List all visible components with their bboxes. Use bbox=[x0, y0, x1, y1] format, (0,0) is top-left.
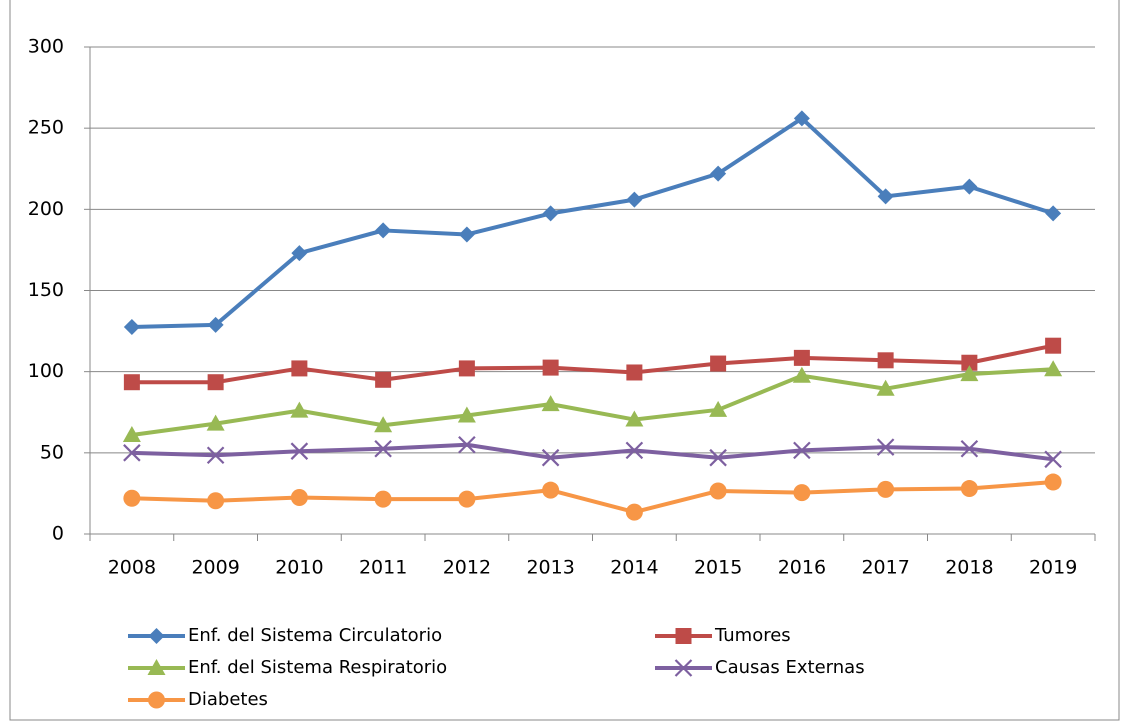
series-line bbox=[131, 442, 1054, 462]
marker bbox=[709, 448, 727, 467]
x-tick-label: 2010 bbox=[275, 557, 323, 579]
marker bbox=[1044, 360, 1063, 377]
marker bbox=[291, 360, 308, 377]
marker bbox=[458, 490, 476, 508]
x-tick-label: 2008 bbox=[108, 557, 156, 579]
marker bbox=[1045, 205, 1062, 222]
marker bbox=[960, 480, 978, 498]
marker bbox=[877, 188, 894, 205]
marker bbox=[961, 178, 978, 195]
series-line bbox=[131, 480, 1054, 515]
legend-label: Causas Externas bbox=[715, 657, 865, 678]
marker bbox=[291, 245, 308, 262]
x-tick-label: 2013 bbox=[526, 557, 574, 579]
marker bbox=[1044, 473, 1062, 491]
marker bbox=[541, 395, 560, 412]
marker bbox=[206, 446, 225, 465]
x-tick-label: 2015 bbox=[694, 557, 742, 579]
marker bbox=[675, 628, 692, 644]
marker bbox=[147, 659, 166, 675]
marker bbox=[709, 482, 727, 500]
marker bbox=[710, 165, 727, 182]
marker bbox=[207, 374, 224, 391]
x-tick-label: 2014 bbox=[610, 557, 658, 579]
marker bbox=[123, 489, 141, 507]
marker bbox=[625, 410, 644, 427]
marker bbox=[709, 400, 728, 417]
y-tick-label: 50 bbox=[40, 441, 64, 463]
marker bbox=[374, 490, 392, 508]
marker bbox=[876, 379, 895, 396]
marker bbox=[458, 226, 475, 243]
marker bbox=[207, 492, 225, 510]
x-tick-label: 2019 bbox=[1029, 557, 1077, 579]
marker bbox=[541, 448, 560, 467]
marker bbox=[290, 401, 309, 418]
marker bbox=[374, 416, 393, 433]
marker bbox=[290, 488, 308, 506]
chart-frame bbox=[9, 0, 1120, 721]
marker bbox=[626, 364, 643, 381]
y-tick-label: 150 bbox=[28, 279, 64, 301]
marker bbox=[1045, 337, 1062, 354]
marker bbox=[148, 691, 165, 709]
marker bbox=[542, 481, 560, 499]
marker bbox=[876, 438, 895, 456]
legend-label: Diabetes bbox=[188, 689, 268, 710]
marker bbox=[625, 503, 643, 521]
marker bbox=[626, 191, 643, 208]
marker bbox=[625, 441, 644, 460]
marker bbox=[123, 374, 140, 391]
marker bbox=[457, 406, 476, 423]
marker bbox=[375, 222, 392, 239]
series-line bbox=[131, 116, 1054, 330]
marker bbox=[877, 352, 894, 369]
x-tick-label: 2016 bbox=[778, 557, 826, 579]
marker bbox=[710, 355, 727, 372]
series-line bbox=[131, 343, 1054, 385]
x-tick-label: 2018 bbox=[945, 557, 993, 579]
marker bbox=[207, 316, 224, 333]
y-tick-label: 100 bbox=[28, 360, 64, 382]
marker bbox=[374, 439, 392, 458]
y-tick-label: 200 bbox=[28, 198, 64, 220]
marker bbox=[148, 628, 165, 644]
marker bbox=[961, 354, 978, 371]
marker bbox=[458, 435, 476, 454]
legend-label: Enf. del Sistema Respiratorio bbox=[188, 657, 447, 678]
marker bbox=[793, 349, 810, 366]
y-tick-label: 0 bbox=[52, 523, 64, 545]
marker bbox=[123, 319, 140, 336]
marker bbox=[960, 365, 979, 382]
x-tick-label: 2017 bbox=[861, 557, 909, 579]
marker bbox=[792, 366, 811, 383]
y-tick-label: 300 bbox=[28, 36, 64, 58]
marker bbox=[793, 441, 811, 460]
marker bbox=[877, 480, 895, 498]
series-line bbox=[131, 367, 1054, 437]
marker bbox=[123, 444, 141, 462]
marker bbox=[542, 359, 559, 376]
marker bbox=[206, 414, 225, 431]
legend-label: Tumores bbox=[714, 625, 791, 646]
x-tick-label: 2012 bbox=[443, 557, 491, 579]
marker bbox=[290, 442, 309, 460]
marker bbox=[960, 439, 979, 458]
legend-label: Enf. del Sistema Circulatorio bbox=[188, 625, 442, 646]
x-tick-label: 2009 bbox=[191, 557, 239, 579]
marker bbox=[375, 371, 392, 388]
marker bbox=[542, 205, 559, 222]
marker bbox=[793, 110, 810, 127]
marker bbox=[122, 425, 141, 442]
y-tick-label: 250 bbox=[28, 117, 64, 139]
x-tick-label: 2011 bbox=[359, 557, 407, 579]
marker bbox=[458, 360, 475, 377]
marker bbox=[674, 659, 693, 677]
marker bbox=[793, 484, 811, 502]
marker bbox=[1044, 450, 1062, 469]
